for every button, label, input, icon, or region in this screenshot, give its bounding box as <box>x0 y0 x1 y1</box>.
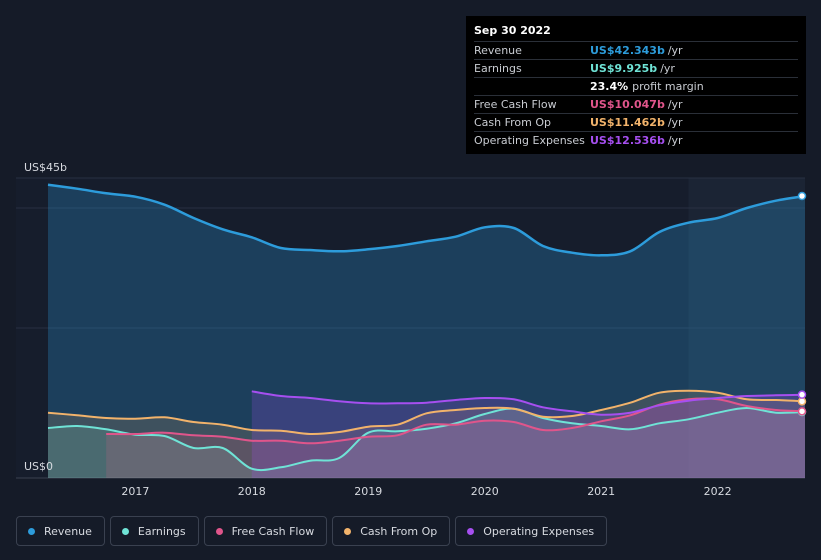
series-lines <box>47 183 806 472</box>
legend-item-label: Free Cash Flow <box>231 524 315 538</box>
x-tick-label: 2017 <box>121 485 149 498</box>
legend-item-label: Revenue <box>44 524 92 538</box>
tooltip-row-note: profit margin <box>632 80 704 93</box>
legend-item-earnings[interactable]: Earnings <box>109 516 199 546</box>
x-tick-label: 2021 <box>587 485 615 498</box>
tooltip-row-label: Cash From Op <box>474 116 552 129</box>
tooltip-row-label: Revenue <box>474 44 522 57</box>
gridlines <box>16 177 805 479</box>
series-end-marker-revenue <box>797 191 807 201</box>
tooltip-rows: Revenue US$42.343b/yr Earnings US$9.925b/yr… <box>474 41 798 149</box>
legend-dot-icon <box>28 527 35 535</box>
series-line-revenue <box>47 183 806 257</box>
tooltip-row: Cash From Op US$11.462b/yr <box>474 113 798 131</box>
y-axis-top-label: US$45b <box>24 161 67 174</box>
series-end-marker-operating-expenses <box>797 390 807 399</box>
tooltip-row-unit: /yr <box>660 62 675 75</box>
tooltip-row-label: Free Cash Flow <box>474 98 557 111</box>
series-line-free-cash-flow <box>106 397 806 445</box>
tooltip-row-label: Earnings <box>474 62 522 75</box>
series-area-earnings <box>48 408 805 478</box>
legend-dot-icon <box>344 527 352 535</box>
chart: US$45b US$0 2017 2018 2019 2020 2021 2022 <box>16 161 807 498</box>
tooltip-row-label <box>474 78 590 95</box>
legend-item-operating-expenses[interactable]: Operating Expenses <box>455 516 608 546</box>
legend-dot-icon <box>215 527 223 535</box>
tooltip-row-unit: /yr <box>667 116 683 129</box>
legend-dot-icon <box>121 527 129 535</box>
tooltip-row-value: US$9.925b <box>590 62 658 75</box>
series-end-markers <box>797 191 807 417</box>
x-tick-label: 2020 <box>471 485 499 498</box>
tooltip-row-unit: /yr <box>667 98 683 111</box>
tooltip-row-label: Operating Expenses <box>474 134 585 147</box>
series-area-operating-expenses <box>251 391 806 478</box>
tooltip-row: Free Cash Flow US$10.047b/yr <box>474 95 798 113</box>
legend-item-label: Operating Expenses <box>483 524 595 538</box>
legend-dot-icon <box>467 527 475 535</box>
legend-item-label: Cash From Op <box>360 524 438 538</box>
tooltip-row-value: US$11.462b <box>590 116 665 129</box>
y-axis-bottom-label: US$0 <box>24 460 53 473</box>
series-area-free-cash-flow <box>106 398 805 478</box>
tooltip-row-unit: /yr <box>667 134 683 147</box>
series-end-marker-free-cash-flow <box>797 407 807 416</box>
tooltip-row-value: US$42.343b <box>590 44 665 57</box>
tooltip-row: Earnings US$9.925b/yr <box>474 59 798 77</box>
x-tick-label: 2019 <box>354 485 382 498</box>
legend-item-label: Earnings <box>137 524 186 538</box>
legend-item-revenue[interactable]: Revenue <box>16 516 105 546</box>
legend-item-cash-from-op[interactable]: Cash From Op <box>332 516 451 546</box>
tooltip-row-value: US$10.047b <box>590 98 665 111</box>
tooltip-row-value: 23.4% <box>590 80 629 93</box>
series-area-cash-from-op <box>48 390 805 478</box>
series-line-operating-expenses <box>251 390 806 416</box>
series-line-earnings <box>47 406 806 472</box>
series-areas <box>48 184 806 478</box>
x-axis-tick-labels: 2017 2018 2019 2020 2021 2022 <box>121 485 731 498</box>
x-tick-label: 2022 <box>704 485 732 498</box>
tooltip-date: Sep 30 2022 <box>474 24 551 37</box>
tooltip-row: Revenue US$42.343b/yr <box>474 41 798 59</box>
x-tick-label: 2018 <box>238 485 266 498</box>
series-line-cash-from-op <box>47 389 806 436</box>
tooltip-row-unit: /yr <box>667 44 683 57</box>
tooltip-row-value: US$12.536b <box>590 134 665 147</box>
tooltip-panel: Sep 30 2022 Revenue US$42.343b/yr Earnings… <box>466 16 806 154</box>
tooltip-row: 23.4% profit margin <box>474 77 798 95</box>
series-area-revenue <box>48 184 805 478</box>
legend-item-free-cash-flow[interactable]: Free Cash Flow <box>203 516 328 546</box>
tooltip-row: Operating Expenses US$12.536b/yr <box>474 131 798 149</box>
legend: Revenue Earnings Free Cash Flow Cash From O… <box>16 516 608 546</box>
